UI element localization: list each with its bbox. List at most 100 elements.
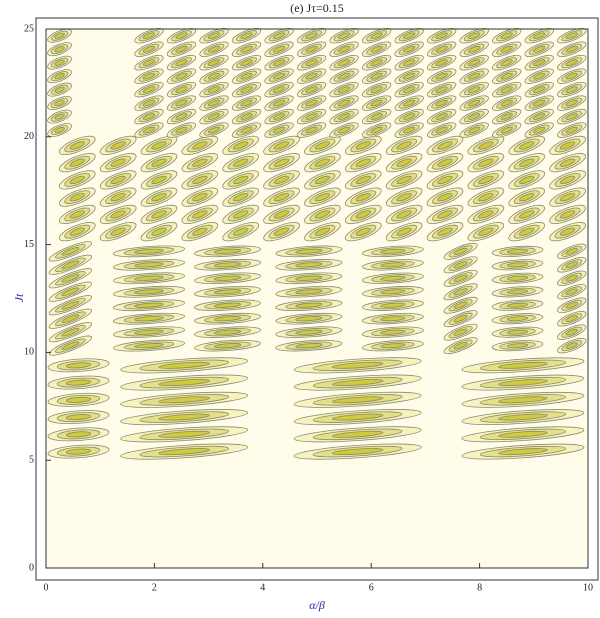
contour-ring bbox=[337, 126, 351, 134]
contour-blob bbox=[492, 95, 522, 111]
contour-blob bbox=[222, 135, 260, 156]
contour-blob bbox=[491, 340, 544, 352]
contour-blob bbox=[508, 153, 546, 173]
contour-ring bbox=[192, 141, 208, 150]
contour-blob bbox=[222, 170, 260, 190]
contour-blob bbox=[491, 272, 544, 284]
contour-blob bbox=[459, 108, 489, 125]
contour-blob bbox=[492, 81, 522, 98]
contour-blob bbox=[199, 28, 229, 44]
contour-ring bbox=[65, 396, 92, 403]
contour-ring bbox=[61, 260, 80, 270]
contour-ring bbox=[435, 59, 448, 66]
contour-ring bbox=[54, 73, 65, 80]
contour-blob bbox=[492, 55, 522, 71]
contour-blob bbox=[459, 95, 489, 111]
contour-blob bbox=[264, 55, 294, 71]
contour-blob bbox=[508, 170, 546, 190]
contour-blob bbox=[181, 187, 219, 207]
chart-title: (e) Jτ=0.15 bbox=[290, 1, 344, 15]
contour-ring bbox=[500, 72, 513, 80]
contour-ring bbox=[213, 329, 242, 335]
contour-blob bbox=[275, 312, 343, 325]
contour-blob bbox=[293, 391, 422, 408]
contour-blob bbox=[557, 41, 587, 57]
contour-ring bbox=[331, 396, 384, 404]
contour-ring bbox=[158, 430, 211, 438]
contour-ring bbox=[331, 413, 384, 421]
contour-ring bbox=[69, 227, 85, 236]
contour-blob bbox=[296, 122, 327, 138]
contour-ring bbox=[69, 158, 85, 167]
contour-ring bbox=[437, 210, 453, 219]
contour-ring bbox=[468, 86, 481, 93]
contour-ring bbox=[403, 72, 416, 80]
contour-ring bbox=[175, 72, 188, 80]
contour-blob bbox=[491, 313, 544, 325]
contour-blob bbox=[199, 68, 229, 84]
contour-ring bbox=[233, 210, 249, 219]
contour-ring bbox=[331, 379, 384, 387]
contour-blob bbox=[99, 204, 137, 225]
contour-ring bbox=[565, 45, 578, 53]
contour-blob bbox=[296, 55, 327, 71]
contour-blob bbox=[231, 68, 262, 84]
contour-blob bbox=[557, 55, 587, 71]
contour-blob bbox=[275, 245, 343, 258]
contour-ring bbox=[233, 193, 249, 202]
contour-blob bbox=[222, 153, 260, 173]
contour-blob bbox=[47, 109, 72, 124]
contour-blob bbox=[492, 41, 522, 57]
contour-blob bbox=[47, 55, 72, 70]
contour-blob bbox=[48, 254, 93, 275]
contour-blob bbox=[524, 68, 554, 84]
contour-ring bbox=[478, 227, 494, 236]
contour-ring bbox=[305, 59, 318, 66]
contour-blob bbox=[491, 326, 544, 338]
contour-ring bbox=[453, 288, 468, 296]
contour-blob bbox=[361, 95, 392, 111]
contour-ring bbox=[213, 316, 242, 322]
contour-blob bbox=[275, 339, 343, 352]
contour-blob bbox=[166, 81, 197, 98]
contour-blob bbox=[120, 443, 249, 460]
contour-blob bbox=[296, 41, 327, 57]
contour-ring bbox=[435, 126, 448, 134]
contour-blob bbox=[361, 28, 392, 44]
contour-ring bbox=[273, 141, 290, 150]
contour-blob bbox=[199, 81, 229, 98]
contour-blob bbox=[524, 28, 554, 44]
contour-blob bbox=[263, 187, 300, 207]
contour-ring bbox=[69, 175, 85, 185]
contour-ring bbox=[559, 141, 576, 150]
contour-blob bbox=[461, 391, 585, 408]
contour-blob bbox=[58, 135, 96, 156]
contour-ring bbox=[331, 430, 384, 438]
contour-blob bbox=[134, 55, 164, 71]
contour-ring bbox=[240, 72, 253, 80]
contour-ring bbox=[273, 193, 290, 202]
contour-blob bbox=[263, 170, 300, 190]
contour-ring bbox=[337, 45, 351, 53]
contour-blob bbox=[120, 374, 249, 391]
contour-blob bbox=[557, 297, 587, 313]
contour-ring bbox=[175, 113, 188, 120]
contour-ring bbox=[468, 72, 481, 80]
contour-blob bbox=[264, 95, 294, 111]
contour-ring bbox=[500, 86, 513, 93]
contour-ring bbox=[240, 99, 253, 107]
contour-ring bbox=[498, 413, 548, 421]
contour-ring bbox=[142, 86, 156, 93]
contour-ring bbox=[158, 396, 211, 404]
contour-blob bbox=[467, 153, 505, 173]
contour-blob bbox=[58, 170, 96, 190]
contour-blob bbox=[394, 95, 424, 111]
contour-blob bbox=[113, 272, 185, 285]
contour-ring bbox=[158, 361, 211, 369]
contour-ring bbox=[533, 72, 546, 80]
contour-blob bbox=[48, 281, 93, 302]
contour-ring bbox=[337, 113, 351, 120]
contour-blob bbox=[461, 409, 585, 426]
contour-ring bbox=[192, 227, 208, 236]
contour-blob bbox=[48, 295, 93, 316]
